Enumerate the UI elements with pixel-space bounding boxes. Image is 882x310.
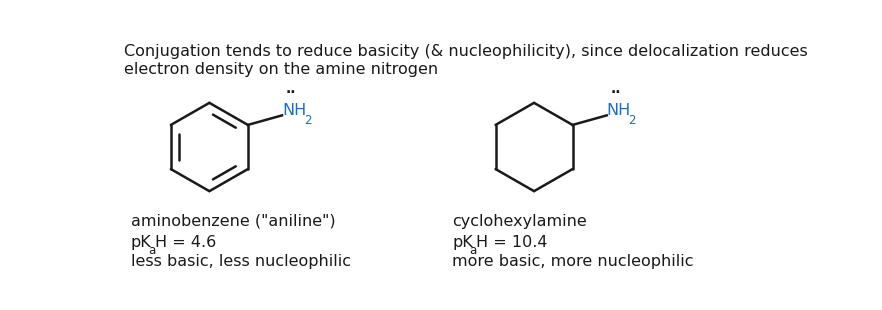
Text: H = 10.4: H = 10.4 [476,235,548,250]
Text: H = 4.6: H = 4.6 [154,235,216,250]
Text: NH: NH [607,103,631,118]
Text: 2: 2 [304,114,311,127]
Text: NH: NH [282,103,306,118]
Text: ··: ·· [286,86,296,100]
Text: a: a [469,244,476,257]
Text: pK: pK [131,235,152,250]
Text: Conjugation tends to reduce basicity (& nucleophilicity), since delocalization r: Conjugation tends to reduce basicity (& … [123,44,808,77]
Text: pK: pK [452,235,473,250]
Text: cyclohexylamine: cyclohexylamine [452,214,587,229]
Text: 2: 2 [629,114,636,127]
Text: ··: ·· [610,86,621,100]
Text: less basic, less nucleophilic: less basic, less nucleophilic [131,254,351,269]
Text: aminobenzene ("aniline"): aminobenzene ("aniline") [131,214,335,229]
Text: more basic, more nucleophilic: more basic, more nucleophilic [452,254,693,269]
Text: a: a [148,244,155,257]
